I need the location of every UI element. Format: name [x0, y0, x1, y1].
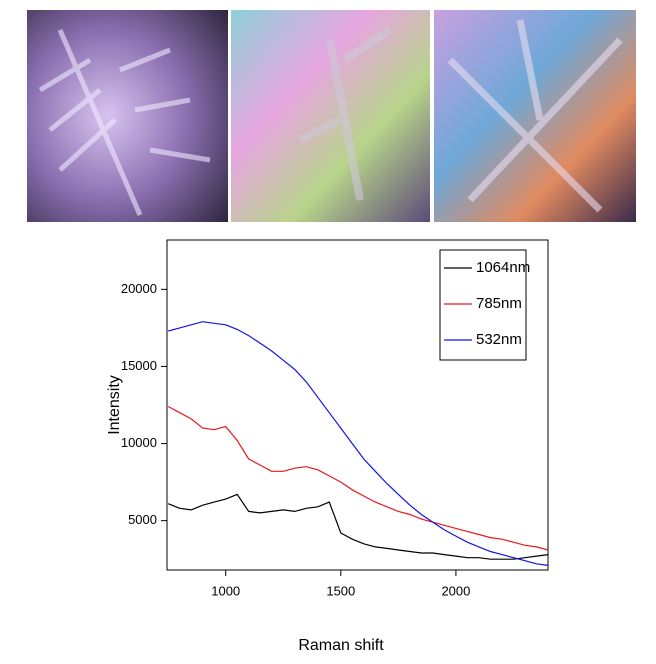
- y-tick-label: 15000: [121, 358, 157, 373]
- y-tick-label: 20000: [121, 281, 157, 296]
- micrograph: [434, 10, 636, 222]
- legend-label: 1064nm: [476, 259, 530, 276]
- series-line: [167, 493, 549, 560]
- x-tick-label: 1000: [211, 583, 240, 598]
- crystal-pattern: [38, 29, 211, 216]
- x-tick-label: 2000: [441, 583, 470, 598]
- plot-frame: [166, 239, 549, 571]
- crystal-pattern: [447, 19, 623, 213]
- micrographs: [27, 10, 636, 222]
- crystal-pattern: [298, 26, 393, 201]
- legend-label: 532nm: [476, 331, 522, 348]
- series-line: [168, 321, 549, 566]
- series-line: [167, 405, 549, 551]
- x-axis-label: Raman shift: [298, 637, 384, 654]
- y-axis-label: Intensity: [106, 375, 123, 435]
- y-tick-label: 5000: [128, 512, 157, 527]
- x-tick-label: 1500: [326, 583, 355, 598]
- y-tick-label: 10000: [121, 435, 157, 450]
- legend-label: 785nm: [476, 295, 522, 312]
